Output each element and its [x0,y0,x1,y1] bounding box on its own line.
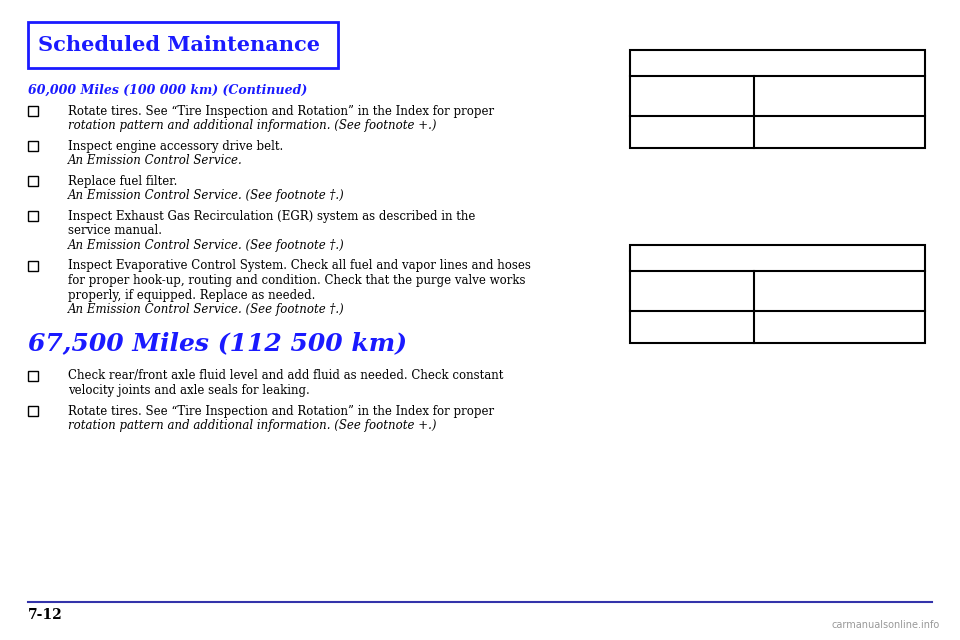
Text: 7-12: 7-12 [28,608,62,622]
Text: DATE: DATE [636,57,675,70]
Text: An Emission Control Service.: An Emission Control Service. [68,154,243,168]
Text: ACTUAL
MILEAGE: ACTUAL MILEAGE [636,80,697,104]
Text: carmanualsonline.info: carmanualsonline.info [831,620,940,630]
Text: DATE: DATE [636,252,675,265]
Text: Replace fuel filter.: Replace fuel filter. [68,175,178,188]
Text: rotation pattern and additional information. (See footnote +.): rotation pattern and additional informat… [68,120,437,132]
Text: An Emission Control Service. (See footnote †.): An Emission Control Service. (See footno… [68,189,345,202]
Text: Rotate tires. See “Tire Inspection and Rotation” in the Index for proper: Rotate tires. See “Tire Inspection and R… [68,105,494,118]
Text: properly, if equipped. Replace as needed.: properly, if equipped. Replace as needed… [68,289,316,301]
Text: 67,500 Miles (112 500 km): 67,500 Miles (112 500 km) [28,332,407,355]
Text: Check rear/front axle fluid level and add fluid as needed. Check constant: Check rear/front axle fluid level and ad… [68,369,503,383]
Text: ACTUAL
MILEAGE: ACTUAL MILEAGE [636,275,697,300]
Bar [28,406,38,415]
Bar [28,176,38,186]
Text: Inspect engine accessory drive belt.: Inspect engine accessory drive belt. [68,140,283,153]
Bar [630,245,925,343]
Text: for proper hook-up, routing and condition. Check that the purge valve works: for proper hook-up, routing and conditio… [68,274,525,287]
Bar [28,260,38,271]
Bar [28,211,38,221]
Bar [630,50,925,148]
Text: SERVICED BY:: SERVICED BY: [764,90,859,102]
Text: Rotate tires. See “Tire Inspection and Rotation” in the Index for proper: Rotate tires. See “Tire Inspection and R… [68,404,494,417]
Text: An Emission Control Service. (See footnote †.): An Emission Control Service. (See footno… [68,303,345,316]
Bar [28,22,338,68]
Text: rotation pattern and additional information. (See footnote +.): rotation pattern and additional informat… [68,419,437,432]
Text: Inspect Exhaust Gas Recirculation (EGR) system as described in the: Inspect Exhaust Gas Recirculation (EGR) … [68,210,475,223]
Text: service manual.: service manual. [68,225,162,237]
Bar [28,371,38,381]
Text: 60,000 Miles (100 000 km) (Continued): 60,000 Miles (100 000 km) (Continued) [28,84,307,97]
Text: Scheduled Maintenance: Scheduled Maintenance [38,35,320,55]
Text: Inspect Evaporative Control System. Check all fuel and vapor lines and hoses: Inspect Evaporative Control System. Chec… [68,259,531,273]
Text: velocity joints and axle seals for leaking.: velocity joints and axle seals for leaki… [68,384,310,397]
Text: An Emission Control Service. (See footnote †.): An Emission Control Service. (See footno… [68,239,345,252]
Bar [28,106,38,116]
Text: SERVICED BY:: SERVICED BY: [764,285,859,298]
Bar [28,141,38,151]
